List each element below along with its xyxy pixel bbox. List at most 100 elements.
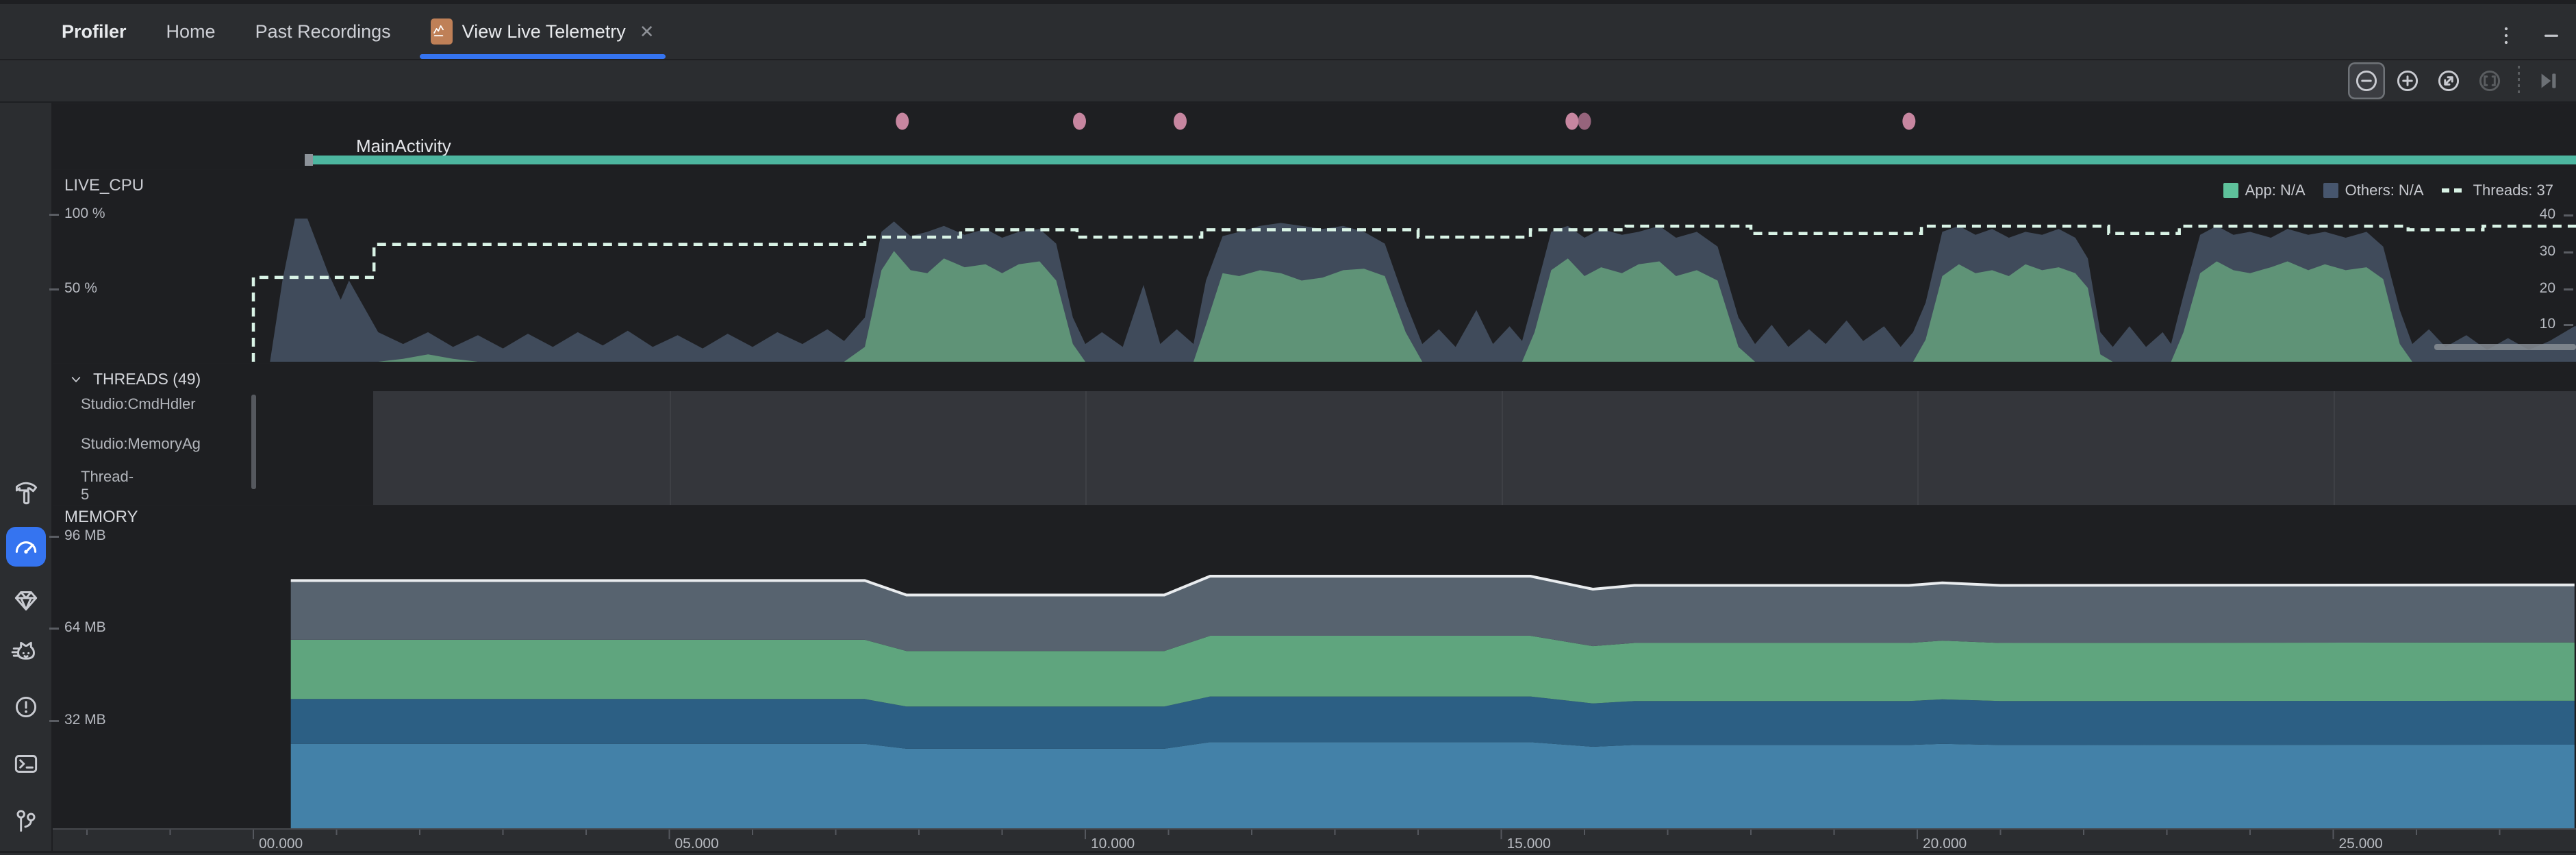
cat-icon bbox=[11, 641, 35, 660]
cpu-right-axis-label: 10 bbox=[2539, 316, 2555, 332]
legend-item-1: Others: N/A bbox=[2323, 182, 2424, 199]
legend-swatch bbox=[2223, 183, 2238, 198]
tab-past-recordings[interactable]: Past Recordings bbox=[255, 4, 391, 59]
time-axis-label: 10.000 bbox=[1091, 836, 1135, 852]
touch-event-dot[interactable] bbox=[1072, 112, 1086, 130]
thread-row[interactable]: Studio:CmdHdler bbox=[81, 395, 196, 412]
memory-total-line bbox=[290, 575, 2575, 597]
bottom-border bbox=[0, 851, 2576, 853]
threads-group-header[interactable]: THREADS (49) bbox=[67, 370, 201, 388]
touch-event-dot[interactable] bbox=[896, 112, 909, 130]
legend-swatch bbox=[2323, 183, 2338, 198]
zoom-out-button[interactable] bbox=[2348, 62, 2385, 99]
divider bbox=[53, 363, 2576, 364]
tab-label: Home bbox=[166, 21, 216, 42]
touch-event-dot[interactable] bbox=[1902, 112, 1916, 130]
tab-home[interactable]: Home bbox=[166, 4, 216, 59]
kebab-menu-icon[interactable] bbox=[2492, 22, 2520, 49]
memory-axis-label: 64 MB bbox=[64, 619, 106, 635]
axis-tick bbox=[2564, 324, 2573, 326]
jump-to-live-button[interactable] bbox=[2529, 62, 2566, 99]
cpu-horizontal-scrollbar[interactable] bbox=[2434, 344, 2576, 350]
legend-item-0: App: N/A bbox=[2223, 182, 2306, 199]
branch-icon bbox=[16, 810, 36, 832]
memory-usage-chart[interactable] bbox=[53, 534, 2576, 828]
memory-layer3-area bbox=[290, 636, 2575, 707]
timeline-axis[interactable] bbox=[53, 828, 2576, 851]
lane-gridline bbox=[1917, 391, 1919, 505]
zoom-to-selection-button[interactable] bbox=[2471, 62, 2508, 99]
memory-section-title: MEMORY bbox=[64, 508, 138, 526]
tab-label: View Live Telemetry bbox=[462, 21, 626, 42]
bottom-strip bbox=[0, 853, 2576, 855]
thread-row[interactable]: Thread-5 bbox=[81, 468, 134, 503]
tab-label: Profiler bbox=[62, 21, 127, 42]
cpu-right-axis-label: 20 bbox=[2539, 280, 2555, 296]
time-axis-label: 00.000 bbox=[259, 836, 303, 852]
sidebar-item-app-quality-insights[interactable] bbox=[6, 580, 46, 620]
activity-start-marker bbox=[305, 154, 314, 166]
tab-bar-right-controls bbox=[2492, 8, 2565, 63]
cpu-usage-chart[interactable] bbox=[53, 173, 2576, 363]
zoom-in-button[interactable] bbox=[2389, 62, 2426, 99]
divider bbox=[53, 103, 2576, 104]
threads-dashes-swatch bbox=[2441, 188, 2466, 193]
sidebar-item-terminal[interactable] bbox=[6, 744, 46, 784]
lane-gridline bbox=[1501, 391, 1503, 505]
legend-item-threads: Threads: 37 bbox=[2441, 182, 2553, 199]
sidebar-item-problems[interactable] bbox=[6, 687, 46, 727]
sidebar-item-build[interactable] bbox=[6, 473, 46, 513]
legend-label: App: N/A bbox=[2245, 182, 2306, 199]
thread-list-scrollbar[interactable] bbox=[251, 395, 256, 489]
tool-window-stripe bbox=[0, 103, 53, 855]
terminal-icon bbox=[14, 755, 38, 773]
sidebar-item-version-control[interactable] bbox=[6, 802, 46, 842]
memory-axis-label: 96 MB bbox=[64, 528, 106, 543]
touch-event-dot[interactable] bbox=[1565, 112, 1579, 130]
tab-strip: Profiler Home Past Recordings View Live Tel… bbox=[62, 4, 666, 59]
time-axis-label: 20.000 bbox=[1923, 836, 1967, 852]
time-axis-label: 15.000 bbox=[1506, 836, 1551, 852]
activity-name: MainActivity bbox=[356, 136, 451, 156]
zoom-to-fit-button[interactable] bbox=[2430, 62, 2467, 99]
cpu-legend: App: N/A Others: N/A Threads: 37 bbox=[2223, 182, 2553, 199]
threads-group-label: THREADS (49) bbox=[93, 370, 201, 388]
alert-icon bbox=[15, 696, 37, 718]
axis-tick bbox=[2564, 214, 2573, 216]
axis-tick bbox=[2564, 288, 2573, 290]
cpu-left-axis-label: 50 % bbox=[64, 280, 97, 296]
touch-event-dot[interactable] bbox=[1174, 112, 1187, 130]
sidebar-item-gemini[interactable] bbox=[6, 634, 46, 673]
timeline-ticks bbox=[86, 830, 2501, 839]
tab-view-live-telemetry[interactable]: View Live Telemetry ✕ bbox=[419, 4, 666, 59]
cpu-right-axis-label: 40 bbox=[2539, 206, 2555, 222]
time-axis-label: 25.000 bbox=[2338, 836, 2383, 852]
toolbar-separator bbox=[2518, 66, 2520, 96]
cpu-section-title: LIVE_CPU bbox=[64, 176, 144, 195]
sidebar-item-profiler[interactable] bbox=[6, 527, 46, 567]
tab-bar: Profiler Home Past Recordings View Live Tel… bbox=[0, 4, 2576, 60]
divider bbox=[53, 505, 2576, 506]
activity-lifecycle-bar[interactable] bbox=[313, 156, 2576, 164]
touch-event-dot[interactable] bbox=[1578, 112, 1591, 130]
memory-layer4-area bbox=[290, 576, 2575, 652]
cpu-left-axis-label: 100 % bbox=[64, 206, 105, 221]
legend-label: Others: N/A bbox=[2345, 182, 2424, 199]
profiler-session-icon bbox=[430, 18, 453, 45]
minimize-icon[interactable] bbox=[2538, 22, 2565, 49]
toolbar-buttons bbox=[2348, 60, 2566, 101]
thread-activity-lane[interactable] bbox=[373, 391, 2576, 505]
close-icon[interactable]: ✕ bbox=[639, 21, 655, 42]
user-events-track[interactable] bbox=[53, 104, 2576, 169]
memory-layer2-area bbox=[290, 696, 2575, 749]
titlebar-strip bbox=[0, 0, 2576, 4]
lane-gridline bbox=[669, 391, 671, 505]
time-axis-label: 05.000 bbox=[674, 836, 719, 852]
cpu-right-axis-label: 30 bbox=[2539, 243, 2555, 259]
hammer-icon bbox=[15, 482, 38, 505]
memory-layer1-area bbox=[290, 742, 2575, 828]
tab-profiler[interactable]: Profiler bbox=[62, 4, 127, 59]
thread-row[interactable]: Studio:MemoryAg bbox=[81, 435, 201, 452]
axis-tick bbox=[49, 628, 59, 630]
